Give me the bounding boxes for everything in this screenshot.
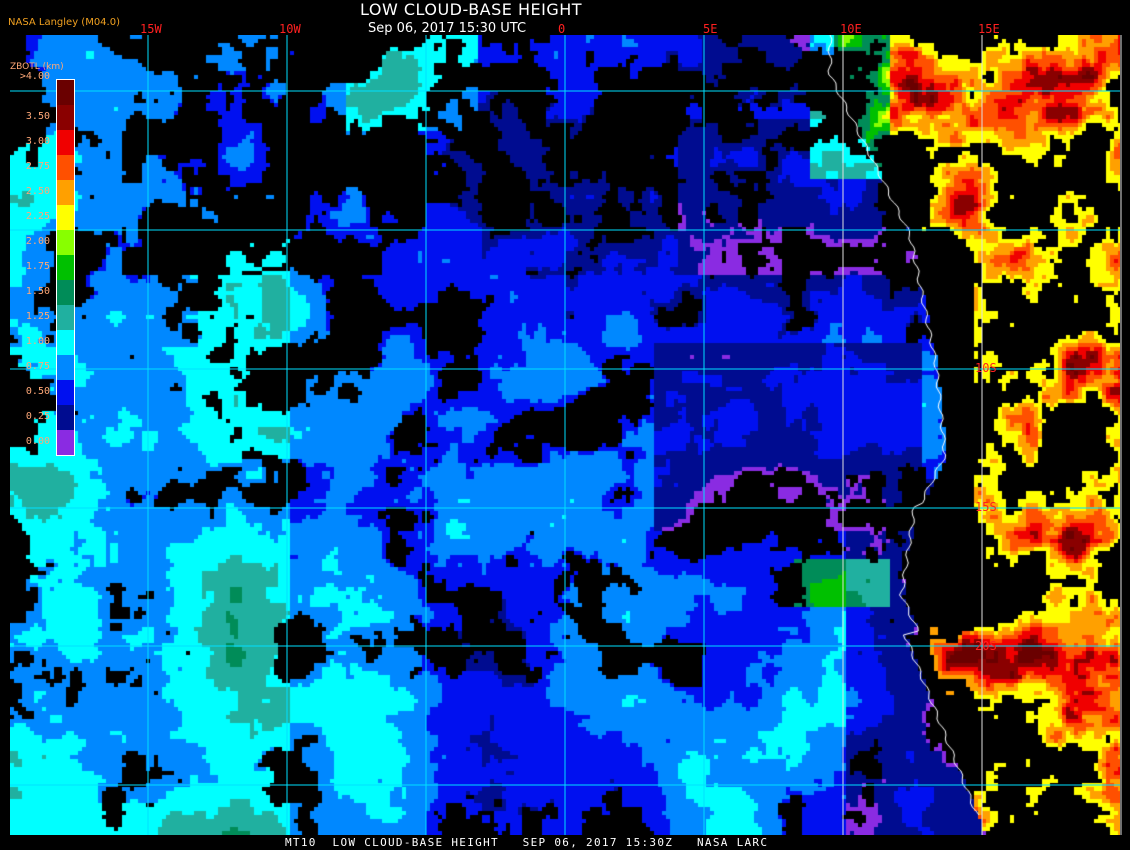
lat-label-15s: 15S	[975, 500, 997, 514]
legend-swatch	[57, 255, 74, 280]
legend-label: 1.25	[25, 311, 50, 322]
legend-label: 3.00	[25, 136, 50, 147]
legend-swatch	[57, 205, 74, 230]
footer-caption: MT10 LOW CLOUD-BASE HEIGHT SEP 06, 2017 …	[285, 836, 769, 849]
legend-label: >4.00	[19, 71, 50, 82]
lat-label-20s: 20S	[975, 639, 997, 653]
legend-swatch	[57, 105, 74, 130]
legend-swatch	[57, 380, 74, 405]
legend-swatch	[57, 130, 74, 155]
legend-swatch	[57, 430, 74, 455]
map-title: LOW CLOUD-BASE HEIGHT	[360, 0, 583, 19]
legend-label: 0.50	[25, 386, 50, 397]
legend-swatch	[57, 280, 74, 305]
lon-label-10e: 10E	[840, 22, 862, 36]
legend-swatch	[57, 180, 74, 205]
legend-swatch	[57, 405, 74, 430]
legend-swatch	[57, 305, 74, 330]
legend-label: 0.00	[25, 436, 50, 447]
lon-label-10w: 10W	[279, 22, 301, 36]
lon-label-15e: 15E	[978, 22, 1000, 36]
brand-label: NASA Langley (M04.0)	[8, 17, 120, 28]
lat-label-10s: 10S	[975, 361, 997, 375]
legend-swatch	[57, 230, 74, 255]
legend-label: 1.00	[25, 336, 50, 347]
legend-label: 1.75	[25, 261, 50, 272]
legend-label: 2.50	[25, 186, 50, 197]
legend-label: 0.75	[25, 361, 50, 372]
legend-swatch	[57, 330, 74, 355]
lon-label-15w: 15W	[140, 22, 162, 36]
lon-label-0: 0	[558, 22, 566, 36]
legend-label: 0.25	[25, 411, 50, 422]
map-timestamp: Sep 06, 2017 15:30 UTC	[368, 21, 527, 36]
legend-color-bar	[56, 79, 75, 456]
lon-label-5e: 5E	[703, 22, 718, 36]
legend-label: 2.75	[25, 161, 50, 172]
legend-label: 1.50	[25, 286, 50, 297]
legend-swatch	[57, 155, 74, 180]
legend-label: 3.50	[25, 111, 50, 122]
legend-swatch	[57, 80, 74, 105]
legend-swatch	[57, 355, 74, 380]
legend-title: ZBOTL (km)	[10, 62, 64, 72]
legend-label: 2.25	[25, 211, 50, 222]
legend-label: 2.00	[25, 236, 50, 247]
